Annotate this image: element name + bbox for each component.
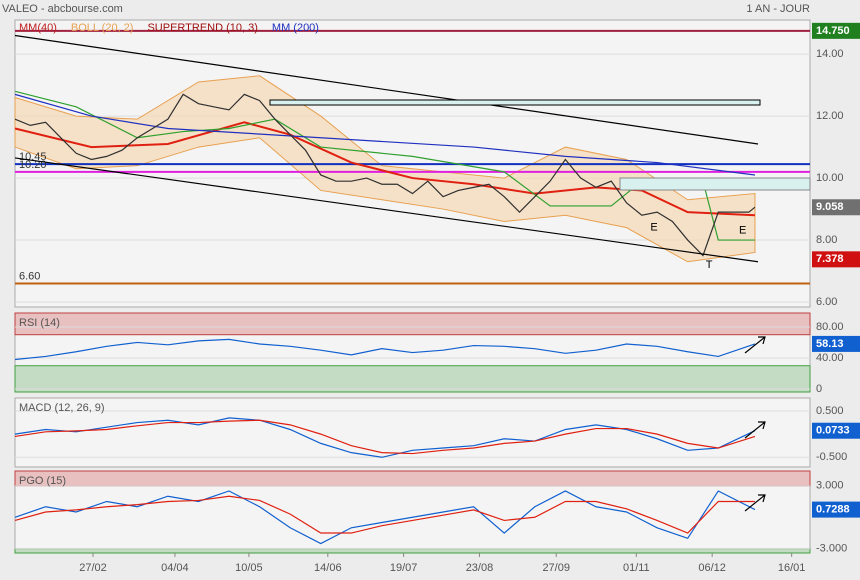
annotation: E (739, 225, 746, 237)
legend-entry: SUPERTREND (10, 3) (147, 22, 257, 34)
series-line (14, 417, 756, 458)
legend-entry: MM(40) (19, 22, 57, 34)
page-title: VALEO - abcbourse.com (2, 3, 123, 15)
overbought-zone (14, 470, 811, 487)
last-value-box (812, 251, 860, 268)
x-tick-label: 14/06 (314, 562, 342, 574)
series-line (14, 419, 756, 455)
level-label: 14.750 (816, 25, 850, 37)
legend-entry: MM (200) (272, 22, 319, 34)
series-line (14, 93, 756, 257)
series-line (14, 93, 756, 176)
legend-entry: BOLL (20, 2) (71, 22, 134, 34)
last-value-label: 58.13 (816, 338, 844, 350)
y-tick-label: 12.00 (816, 110, 844, 122)
y-tick-label: -0.500 (816, 451, 847, 463)
y-tick-label: 0.500 (816, 405, 844, 417)
annotation: E (650, 222, 657, 234)
y-tick-label: 8.00 (816, 234, 837, 246)
y-tick-label: 3.000 (816, 480, 844, 492)
series-line (14, 338, 756, 361)
last-value-box (812, 501, 860, 518)
panel-title: MACD (12, 26, 9) (19, 402, 105, 414)
level-label: 6.60 (19, 270, 40, 282)
period: 1 AN - JOUR (746, 3, 810, 15)
oversold-zone (14, 548, 811, 554)
x-tick-label: 23/08 (466, 562, 494, 574)
panel-title: PGO (15) (19, 475, 66, 487)
y-tick-label: 80.00 (816, 321, 844, 333)
overbought-zone (14, 312, 811, 336)
trend-arrow (744, 336, 766, 354)
last-value-label: 0.7288 (816, 504, 850, 516)
resistance-box (269, 99, 761, 106)
trend-arrow (744, 494, 766, 512)
last-value-label: 9.058 (816, 201, 844, 213)
y-tick-label: -3.000 (816, 543, 847, 555)
panel-title: RSI (14) (19, 317, 60, 329)
series-line (14, 490, 756, 545)
plot-area (14, 397, 811, 468)
annotation: T (706, 259, 713, 271)
last-value-label: 7.378 (816, 253, 844, 265)
y-tick-label: 6.00 (816, 296, 837, 308)
target-box (619, 177, 811, 191)
bollinger-band (14, 75, 756, 263)
last-value-box (812, 335, 860, 352)
y-tick-label: 0 (816, 383, 822, 395)
x-tick-label: 06/12 (698, 562, 726, 574)
x-tick-label: 04/04 (161, 562, 189, 574)
trend-arrow (744, 421, 766, 439)
oversold-zone (14, 365, 811, 393)
x-tick-label: 19/07 (390, 562, 418, 574)
level-box (812, 22, 860, 39)
last-value-box (812, 422, 860, 439)
x-tick-label: 10/05 (235, 562, 263, 574)
y-tick-label: 14.00 (816, 48, 844, 60)
y-tick-label: 40.00 (816, 352, 844, 364)
series-line (14, 495, 755, 534)
x-tick-label: 16/01 (778, 562, 806, 574)
x-tick-label: 01/11 (623, 562, 650, 574)
series-line (14, 157, 759, 263)
last-value-label: 0.0733 (816, 425, 850, 437)
x-tick-label: 27/09 (542, 562, 570, 574)
y-tick-label: 10.00 (816, 172, 844, 184)
x-tick-label: 27/02 (79, 562, 107, 574)
last-value-box (812, 199, 860, 216)
series-line (14, 34, 759, 145)
